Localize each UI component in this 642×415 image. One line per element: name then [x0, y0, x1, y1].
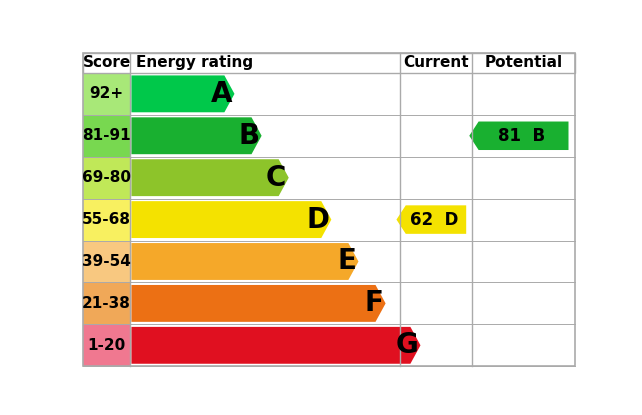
Text: 69-80: 69-80 — [82, 170, 131, 185]
Text: 81  B: 81 B — [498, 127, 546, 145]
Polygon shape — [397, 205, 466, 234]
Bar — [83, 53, 575, 73]
Polygon shape — [132, 327, 421, 364]
Text: C: C — [266, 164, 286, 192]
Bar — [83, 73, 130, 115]
Text: 39-54: 39-54 — [82, 254, 131, 269]
Text: Energy rating: Energy rating — [136, 55, 253, 71]
Bar — [83, 199, 130, 241]
Polygon shape — [132, 285, 386, 322]
Text: F: F — [365, 289, 383, 317]
Text: 81-91: 81-91 — [82, 128, 131, 143]
Bar — [83, 241, 130, 283]
Text: 55-68: 55-68 — [82, 212, 131, 227]
Polygon shape — [132, 201, 331, 238]
Polygon shape — [132, 243, 358, 280]
Text: Potential: Potential — [485, 55, 562, 71]
Text: E: E — [337, 247, 356, 276]
Bar — [83, 157, 130, 199]
Text: Score: Score — [82, 55, 131, 71]
Polygon shape — [132, 159, 289, 196]
Text: G: G — [395, 331, 418, 359]
Bar — [83, 325, 130, 366]
Bar — [83, 283, 130, 325]
Polygon shape — [469, 122, 569, 150]
Polygon shape — [132, 76, 234, 112]
Text: Current: Current — [403, 55, 469, 71]
Text: 92+: 92+ — [89, 86, 124, 101]
Polygon shape — [132, 117, 261, 154]
Bar — [83, 115, 130, 157]
Text: B: B — [238, 122, 259, 150]
Text: 62  D: 62 D — [410, 210, 458, 229]
Text: 1-20: 1-20 — [87, 338, 126, 353]
Text: 21-38: 21-38 — [82, 296, 131, 311]
Text: D: D — [306, 205, 329, 234]
Text: A: A — [211, 80, 232, 108]
